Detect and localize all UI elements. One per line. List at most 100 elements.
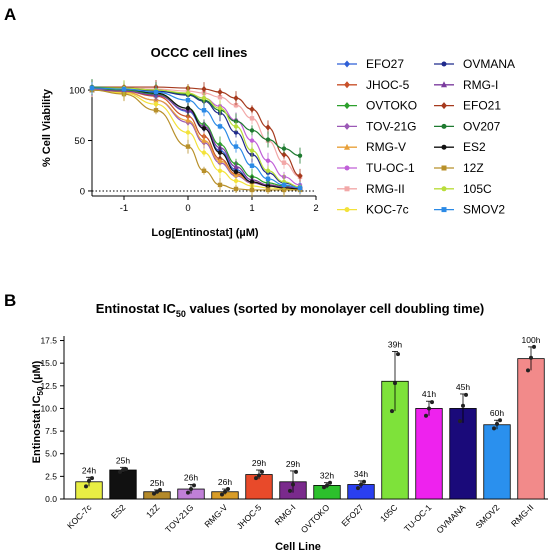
legend-swatch-marker [344, 165, 350, 171]
legend-label: SMOV2 [463, 203, 505, 217]
replicate-point [257, 473, 261, 478]
legend-item-smov2: SMOV2 [434, 203, 505, 217]
legend-label: OV207 [463, 119, 501, 133]
legend-swatch-marker [344, 186, 350, 192]
series-smov2 [89, 82, 303, 194]
bar-category-label: 12Z [144, 502, 161, 519]
panel-a-letter: A [4, 5, 16, 24]
replicate-point [155, 489, 159, 494]
legend-item-rmg-i: RMG-I [434, 78, 498, 92]
data-point [249, 148, 255, 153]
data-point [265, 137, 271, 142]
bar-data-label: 45h [456, 382, 470, 392]
legend-item-105c: 105C [434, 182, 492, 196]
data-point [281, 146, 287, 151]
panel-b-ytick-label: 12.5 [40, 381, 57, 391]
panel-a-series-group [89, 79, 303, 197]
bar-data-label: 60h [490, 408, 504, 418]
replicate-point [158, 487, 162, 492]
data-point [233, 163, 239, 169]
bar-category-label: 105C [378, 502, 399, 523]
bar [449, 408, 477, 500]
bar-data-label: 29h [252, 458, 266, 468]
data-point [233, 119, 239, 124]
replicate-point [526, 368, 530, 373]
replicate-point [424, 413, 428, 418]
data-point [265, 124, 271, 131]
bar-category-label: EFO27 [339, 502, 365, 528]
panel-a-xtick-label: 2 [313, 203, 318, 214]
replicate-point [220, 492, 224, 497]
panel-b-title-sub: 50 [176, 309, 186, 319]
bar [517, 358, 545, 500]
replicate-point [359, 482, 363, 487]
replicate-point [124, 467, 128, 472]
data-point [201, 150, 207, 155]
replicate-point [529, 355, 533, 360]
replicate-point [532, 344, 536, 349]
data-point [201, 85, 207, 93]
data-point [201, 137, 207, 143]
data-point [201, 95, 207, 101]
replicate-point [393, 381, 397, 386]
data-point [89, 85, 95, 91]
bar-group-rmg-i: 29h RMG-I [273, 459, 307, 527]
bar-category-label: RMG-I [273, 502, 298, 527]
legend-item-tu-oc-1: TU-OC-1 [337, 161, 415, 175]
bar-group-es2: 25h ES2 [109, 455, 137, 521]
panel-b-ytick-label: 5.0 [45, 449, 57, 459]
legend-swatch-marker [441, 123, 447, 129]
replicate-point [152, 491, 156, 496]
replicate-point [356, 486, 360, 491]
replicate-point [427, 406, 431, 411]
data-point [297, 153, 303, 158]
legend-item-12z: 12Z [434, 161, 484, 175]
replicate-point [226, 487, 230, 492]
data-point [201, 108, 207, 113]
legend-item-koc-7c: KOC-7c [337, 203, 409, 217]
panel-b-ytick-label: 2.5 [45, 471, 57, 481]
data-point [217, 157, 223, 163]
bar-data-label: 26h [218, 477, 232, 487]
bar-category-label: OVTOKO [299, 502, 332, 535]
replicate-point [84, 484, 88, 489]
legend-label: ES2 [463, 140, 486, 154]
replicate-point [87, 478, 91, 483]
data-point [217, 182, 223, 188]
bar-category-label: ES2 [109, 502, 128, 521]
bar-category-label: KOC-7c [65, 502, 94, 531]
bar-category-label: OVMANA [434, 502, 467, 535]
legend-label: TU-OC-1 [366, 161, 415, 175]
legend-label: EFO27 [366, 57, 404, 71]
panel-b-title-tail: values (sorted by monolayer cell doublin… [186, 301, 484, 316]
legend-swatch-marker [344, 60, 350, 68]
replicate-point [328, 480, 332, 485]
replicate-point [294, 469, 298, 474]
panel-b-ylabel: Entinostat IC50 (µM) [31, 360, 45, 463]
bar-category-label: TOV-21G [163, 502, 195, 534]
legend-swatch-marker [344, 143, 350, 150]
panel-b-bars-group: 24hKOC-7c25hES225h12Z26hTOV-21G26hRMG-V2… [65, 335, 545, 535]
series-rmg-v [89, 83, 303, 195]
legend-swatch-marker [441, 102, 447, 110]
data-point [249, 128, 255, 133]
legend-item-rmg-v: RMG-V [337, 140, 406, 154]
replicate-point [90, 476, 94, 481]
legend-label: 12Z [463, 161, 484, 175]
bar-data-label: 25h [116, 455, 130, 465]
data-point [281, 187, 287, 193]
legend-item-tov-21g: TOV-21G [337, 119, 416, 133]
data-point [185, 113, 191, 120]
data-point [185, 90, 191, 96]
replicate-point [291, 482, 295, 487]
replicate-point [458, 419, 462, 424]
bar-data-label: 32h [320, 471, 334, 481]
legend-label: OVTOKO [366, 99, 417, 113]
legend-swatch-marker [441, 186, 447, 192]
series-line [91, 86, 301, 157]
legend-swatch-marker [441, 61, 447, 67]
data-point [297, 172, 303, 180]
data-point [217, 106, 223, 111]
data-point [233, 124, 239, 129]
series-es2 [89, 83, 303, 194]
